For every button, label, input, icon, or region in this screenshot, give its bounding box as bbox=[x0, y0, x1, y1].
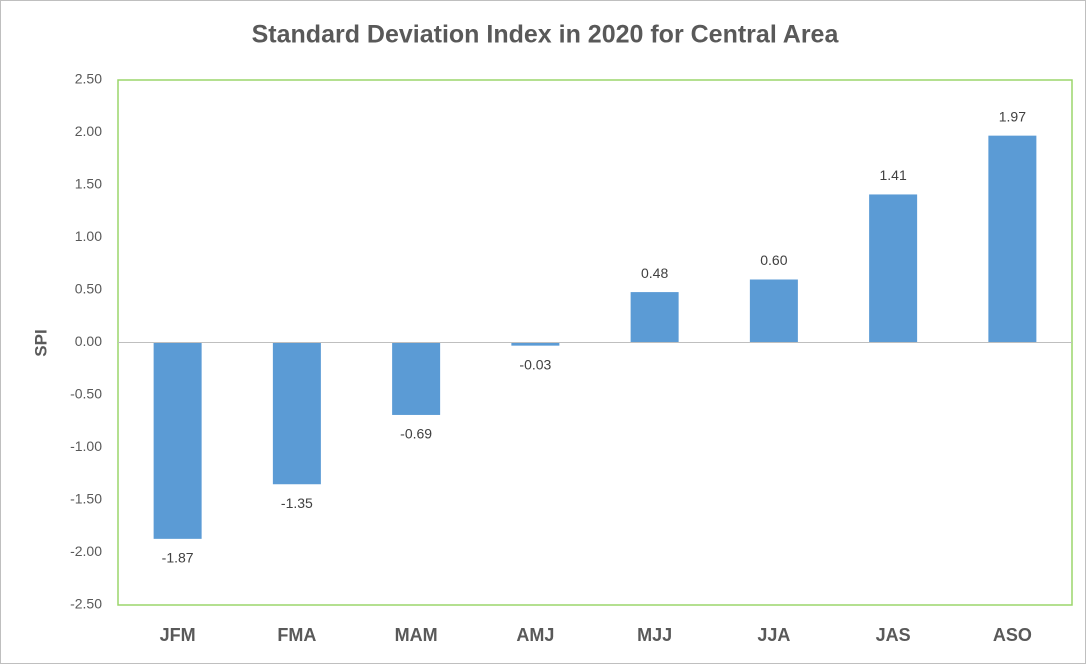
y-tick-label: -0.50 bbox=[70, 386, 102, 402]
bar bbox=[988, 135, 1037, 343]
x-tick-label: JJA bbox=[757, 625, 790, 645]
data-label: 0.48 bbox=[641, 265, 668, 281]
y-axis-label: SPI bbox=[31, 329, 50, 356]
data-label: 1.97 bbox=[999, 108, 1026, 124]
y-tick-label: -2.50 bbox=[70, 596, 102, 612]
x-tick-label: MAM bbox=[395, 625, 438, 645]
y-tick-label: -1.00 bbox=[70, 438, 102, 454]
y-tick-label: -1.50 bbox=[70, 491, 102, 507]
y-tick-label: 0.50 bbox=[75, 281, 102, 297]
bar bbox=[749, 279, 798, 343]
x-tick-label: MJJ bbox=[637, 625, 672, 645]
y-tick-label: 0.00 bbox=[75, 333, 102, 349]
chart-title: Standard Deviation Index in 2020 for Cen… bbox=[252, 21, 840, 49]
data-label: -0.03 bbox=[519, 356, 551, 372]
x-tick-label: JFM bbox=[160, 625, 196, 645]
y-tick-label: 1.00 bbox=[75, 228, 102, 244]
bar bbox=[869, 194, 918, 343]
data-label: -0.69 bbox=[400, 426, 432, 442]
y-tick-label: 2.00 bbox=[75, 123, 102, 139]
bar bbox=[153, 342, 202, 539]
x-tick-label: FMA bbox=[277, 625, 316, 645]
bar bbox=[511, 342, 560, 346]
data-label: 0.60 bbox=[760, 252, 787, 268]
data-label: -1.35 bbox=[281, 495, 313, 511]
y-tick-label: 1.50 bbox=[75, 176, 102, 192]
y-tick-label: -2.00 bbox=[70, 543, 102, 559]
bar bbox=[630, 292, 679, 343]
x-tick-label: JAS bbox=[876, 625, 911, 645]
data-label: -1.87 bbox=[162, 550, 194, 566]
data-label: 1.41 bbox=[880, 167, 907, 183]
x-tick-label: AMJ bbox=[516, 625, 554, 645]
bar bbox=[392, 342, 441, 415]
bar bbox=[272, 342, 321, 485]
y-tick-label: 2.50 bbox=[75, 71, 102, 87]
x-tick-label: ASO bbox=[993, 625, 1032, 645]
